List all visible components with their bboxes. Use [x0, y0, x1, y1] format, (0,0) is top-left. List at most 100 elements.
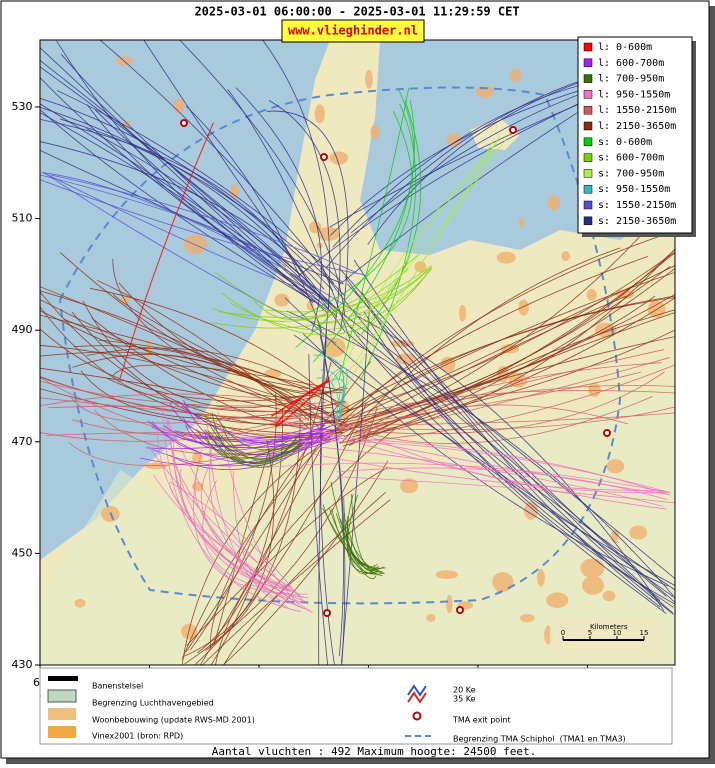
track [268, 100, 341, 332]
legend-swatch [583, 58, 593, 68]
exit-icon [412, 711, 422, 721]
track [168, 482, 289, 598]
town [435, 570, 459, 579]
track [356, 404, 629, 436]
town [314, 104, 325, 124]
legend-label: s: 2150-3650m [598, 216, 676, 227]
ke20-icon [407, 684, 427, 697]
track [185, 105, 323, 332]
track [351, 494, 378, 575]
track [40, 106, 317, 289]
track [147, 445, 304, 599]
track [161, 405, 301, 612]
track [358, 357, 670, 435]
track [44, 172, 337, 344]
track [184, 406, 378, 665]
track [214, 413, 298, 451]
track [348, 324, 675, 603]
track [319, 369, 341, 418]
town [173, 98, 185, 114]
legend-swatch [583, 184, 593, 194]
track [152, 424, 325, 467]
town [308, 221, 322, 234]
track [335, 412, 675, 426]
track [336, 467, 668, 500]
key-text: Begrenzing TMA Schiphol (TMA1 en TMA3) [453, 735, 626, 744]
town [546, 592, 569, 608]
town [370, 124, 380, 140]
vinex-icon [48, 726, 76, 738]
badge [281, 19, 425, 43]
track [40, 77, 319, 302]
track [200, 459, 293, 593]
track [56, 90, 344, 283]
track [56, 40, 316, 303]
town [492, 571, 514, 592]
track [204, 429, 302, 468]
track [40, 112, 328, 313]
track [40, 380, 327, 407]
track [322, 507, 377, 580]
key-text: TMA exit point [452, 716, 511, 725]
town [183, 233, 208, 254]
track [352, 248, 675, 437]
track [86, 104, 325, 301]
track [302, 333, 669, 587]
town [74, 598, 86, 608]
scale-bar: Kilometers 0 5 10 15 [550, 618, 660, 658]
track [112, 259, 352, 429]
track [186, 467, 388, 646]
town [446, 132, 462, 147]
key-text: Banenstelsel [92, 682, 143, 691]
track [97, 280, 313, 432]
town [509, 68, 522, 83]
track [181, 418, 347, 660]
track [72, 412, 313, 436]
track [307, 452, 664, 492]
track [344, 513, 383, 577]
town [602, 590, 616, 602]
track [59, 252, 343, 394]
town [306, 301, 314, 311]
town [192, 452, 203, 465]
track [207, 423, 289, 609]
track [213, 255, 411, 324]
badge-text: www.vlieghinder.nl [288, 24, 418, 38]
track [99, 40, 334, 284]
town [458, 304, 467, 322]
track [342, 384, 675, 421]
track [40, 299, 316, 418]
track [338, 267, 667, 597]
track [313, 354, 345, 422]
exit-point [320, 153, 328, 161]
town [580, 558, 605, 578]
legend-label: l: 2150-3650m [598, 121, 676, 132]
track [89, 287, 340, 406]
exit-point [323, 609, 331, 617]
legend-swatch [583, 200, 593, 210]
track [40, 367, 335, 424]
y-tick-label: 450 [12, 546, 33, 559]
track [40, 314, 309, 389]
legend-swatch [583, 42, 593, 52]
track [337, 251, 675, 414]
track [330, 370, 345, 420]
legend-label: s: 700-950m [598, 168, 664, 179]
town [229, 184, 240, 199]
track [119, 122, 214, 380]
track [211, 412, 303, 464]
scale-label: 0 [561, 629, 565, 637]
track [357, 315, 665, 612]
legend-label: s: 0-600m [598, 137, 652, 148]
track [40, 310, 315, 398]
track [197, 361, 332, 654]
track [40, 97, 334, 291]
track [353, 349, 665, 436]
exit-point [456, 606, 464, 614]
track [210, 361, 372, 648]
track [222, 427, 296, 456]
town [629, 525, 648, 540]
legend-swatch [583, 121, 593, 131]
track [212, 268, 409, 322]
key-text: Vinex2001 (bron: RPD) [92, 732, 183, 741]
